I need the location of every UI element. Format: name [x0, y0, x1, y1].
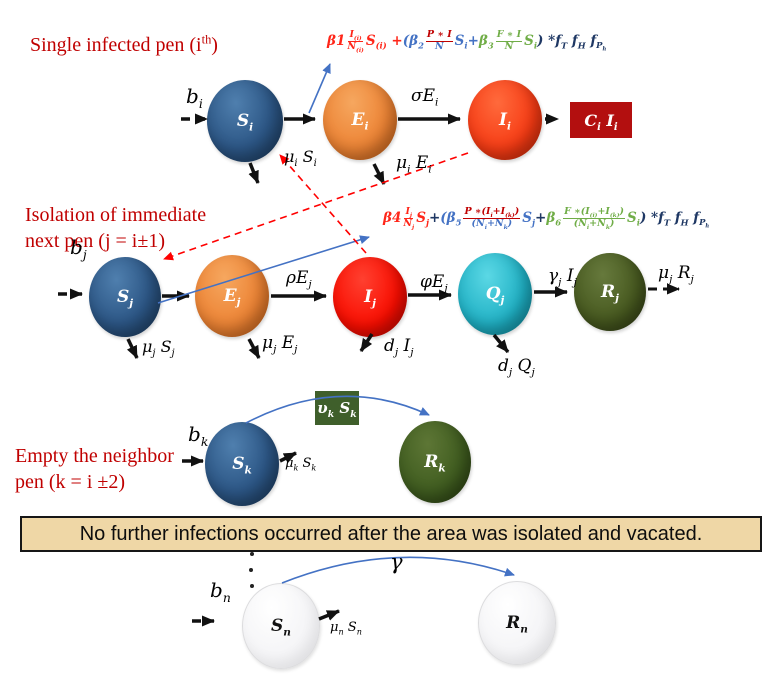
formula-term: ) * — [639, 210, 659, 227]
formula-term: ) * — [537, 33, 556, 50]
node-Si: Si — [207, 80, 283, 162]
label-dj-Ij: dj Ij — [384, 336, 414, 359]
formula-term: Sj — [416, 210, 429, 229]
formula-row2-infection-rate: β4 Ij Nj Sj + (β5 P ∗(Ii+I(k)) (Ni+Nk) Sj … — [383, 206, 710, 231]
label-mui-Si: μi Si — [284, 147, 317, 170]
label-sigma-Ei: σEi — [411, 86, 439, 109]
formula-term: Si — [454, 33, 468, 52]
formula-term: + — [428, 210, 441, 227]
formula-term: β6 — [546, 210, 562, 229]
label-bj: bj — [70, 235, 87, 262]
arrow-Si-death — [248, 162, 260, 184]
label-mui-Ei: μi Ei — [396, 153, 432, 176]
formula-term: S(i) + — [365, 33, 403, 52]
node-Sj: Sj — [89, 257, 161, 337]
formula-term: + — [467, 33, 479, 50]
formula-term: β5 — [446, 210, 462, 229]
heading-isolation-line1: Isolation of immediate — [25, 204, 207, 226]
label-bi: bi — [186, 84, 203, 111]
label-dj-Qj: dj Qj — [498, 356, 535, 379]
label-muj-Rj: μj Rj — [658, 263, 694, 286]
formula-term: fT fH fPh — [658, 209, 710, 231]
arrow-Qj-death — [492, 333, 510, 354]
heading-single-infected-pen: Single infected pen (ith) — [30, 32, 218, 56]
label-muj-Sj: μj Sj — [142, 337, 175, 360]
heading-empty-pen-line2: pen (k = i ±2) — [15, 471, 126, 493]
formula-term: Si — [627, 210, 640, 229]
node-Rj: Rj — [574, 253, 646, 331]
heading-empty-pen-line1: Empty the neighbor — [15, 445, 174, 467]
node-Rk: Rk — [399, 421, 471, 503]
label-phi-Ej: φEj — [420, 272, 448, 295]
heading-isolation-line2: next pen (j = i±1) — [25, 230, 165, 252]
label-mun-Sn: μn Sn — [330, 620, 362, 637]
node-Rn: Rn — [478, 581, 556, 665]
banner-no-further-infections: No further infections occurred after the… — [20, 516, 762, 552]
label-rho-Ej: ρEj — [286, 268, 312, 291]
formula-fraction: P ∗(Ii+I(k)) (Ni+Nk) — [463, 206, 521, 231]
ellipsis-dot — [250, 552, 254, 556]
formula-fraction: I(i) N(i) — [347, 29, 364, 54]
arrow-Ij-to-Si-infection — [279, 154, 367, 254]
label-gammaj-Ij: γj Ij — [548, 266, 577, 289]
node-Sk: Sk — [205, 422, 279, 506]
arrow-Sj-death — [126, 338, 139, 359]
formula-term: fT fH fPh — [555, 32, 607, 54]
node-Ij: Ij — [333, 257, 407, 337]
arrow-Ej-death — [247, 338, 261, 359]
ellipsis-dot — [249, 568, 253, 572]
node-Qj: Qj — [458, 253, 532, 335]
formula-term: β3 — [478, 33, 494, 52]
label-bn: bn — [210, 578, 231, 605]
ellipsis-dot — [250, 584, 254, 588]
formula-term: β2 — [409, 33, 424, 52]
label-bk: bk — [188, 422, 209, 449]
node-Sn: Sn — [242, 583, 320, 669]
box-CiIi-culling: Ci Ii — [570, 102, 632, 138]
arrow-Sn-death — [318, 609, 340, 621]
formula-term: Si — [524, 33, 538, 52]
formula-fraction: Ij Nj — [403, 206, 415, 231]
node-Ej: Ej — [195, 255, 269, 337]
formula-term: Sj — [522, 210, 535, 229]
formula-term: β1 — [327, 33, 346, 50]
formula-term: β4 — [383, 210, 402, 227]
label-gamma: γ — [390, 550, 403, 574]
formula-term: + — [535, 210, 547, 227]
label-muk-Sk: μk Sk — [285, 456, 317, 473]
node-Ei: Ei — [323, 80, 397, 160]
node-Ii: Ii — [468, 80, 542, 160]
formula-term: ( — [402, 33, 410, 50]
formula-fraction: F ∗(I(i)+I(k)) (Ni+Nk) — [563, 206, 626, 231]
arrow-Ei-death — [372, 163, 386, 185]
box-vkSk-vacate-rate: υk Sk — [315, 391, 359, 425]
label-muj-Ej: μj Ej — [262, 333, 298, 356]
